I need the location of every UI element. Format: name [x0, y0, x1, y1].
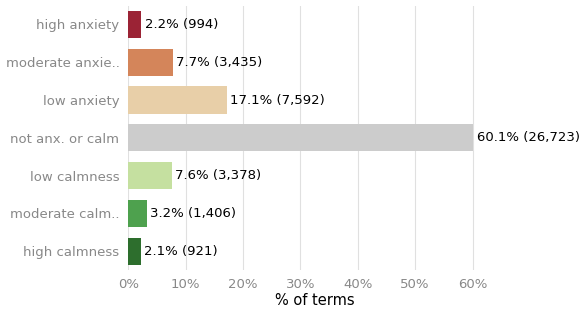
- Text: 7.7% (3,435): 7.7% (3,435): [176, 56, 262, 69]
- Bar: [128, 237, 140, 265]
- Text: 2.1% (921): 2.1% (921): [144, 245, 218, 257]
- Bar: [128, 162, 172, 189]
- Bar: [128, 86, 227, 114]
- Bar: [128, 49, 173, 76]
- Text: 7.6% (3,378): 7.6% (3,378): [176, 169, 262, 182]
- Bar: [128, 200, 147, 227]
- Bar: [128, 124, 473, 151]
- Text: 2.2% (994): 2.2% (994): [144, 18, 218, 31]
- Text: 3.2% (1,406): 3.2% (1,406): [150, 207, 236, 220]
- Text: 60.1% (26,723): 60.1% (26,723): [477, 131, 579, 144]
- Text: 17.1% (7,592): 17.1% (7,592): [230, 94, 325, 106]
- Bar: [128, 11, 141, 38]
- X-axis label: % of terms: % of terms: [275, 294, 354, 308]
